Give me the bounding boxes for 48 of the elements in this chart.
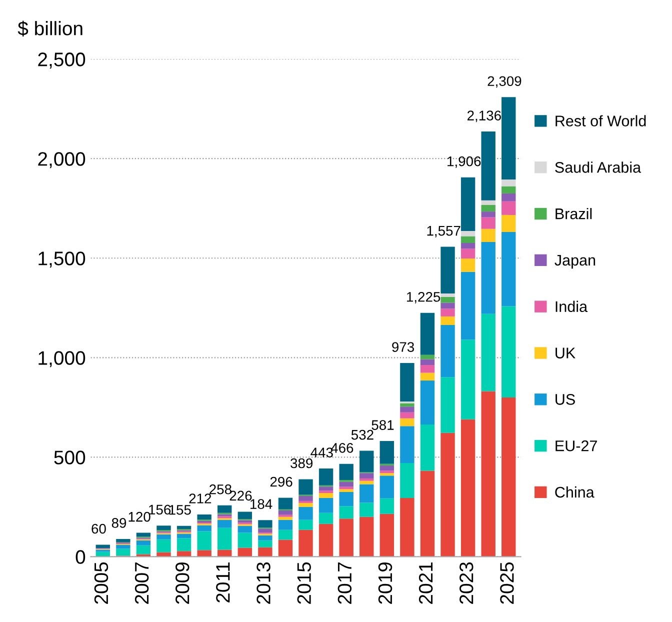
total-label: 532 <box>351 430 374 440</box>
legend-label: EU-27 <box>556 440 597 452</box>
total-label: 466 <box>330 443 354 453</box>
legend-label: UK <box>556 348 576 358</box>
x-tick-label: 2019 <box>378 562 392 604</box>
total-label: 60 <box>92 524 106 534</box>
x-tick-label: 2017 <box>338 562 352 604</box>
total-label: 184 <box>250 499 272 509</box>
x-tick-label: 2007 <box>134 562 149 604</box>
y-tick-label: 500 <box>54 450 86 464</box>
y-tick-label: 1,500 <box>38 252 86 268</box>
total-label: 1,225 <box>406 292 440 304</box>
x-tick-label: 2011 <box>216 562 230 602</box>
total-label: 120 <box>128 512 150 522</box>
legend-label: Japan <box>554 254 596 269</box>
total-label: 1,906 <box>448 156 481 168</box>
legend-label: US <box>556 394 575 405</box>
y-tick-label: 0 <box>76 550 86 564</box>
total-label: 2,136 <box>467 110 501 122</box>
total-label: 1,557 <box>427 226 460 238</box>
total-label: 258 <box>210 484 232 494</box>
legend-label: China <box>555 486 594 498</box>
total-label: 581 <box>372 420 394 430</box>
y-tick-label: 2,000 <box>38 152 86 168</box>
total-label: 155 <box>169 505 191 515</box>
x-tick-label: 2015 <box>297 562 311 604</box>
total-label: 296 <box>270 476 292 487</box>
legend-label: Brazil <box>556 208 592 220</box>
y-axis-title: $ billion <box>18 20 82 36</box>
total-label: 226 <box>230 490 252 501</box>
total-label: 2,309 <box>488 76 522 88</box>
total-label: 973 <box>392 342 414 352</box>
x-tick-label: 2021 <box>418 562 433 604</box>
x-tick-label: 2005 <box>94 562 108 604</box>
total-label: 389 <box>290 458 313 468</box>
x-tick-label: 2023 <box>460 562 474 604</box>
legend-label: Saudi Arabia <box>555 162 642 173</box>
total-label: 89 <box>112 518 126 528</box>
x-tick-label: 2013 <box>256 562 270 604</box>
total-label: 156 <box>149 504 171 515</box>
y-tick-label: 2,500 <box>38 52 86 69</box>
y-tick-label: 1,000 <box>38 351 86 368</box>
legend-label: Rest of World <box>556 115 646 126</box>
x-tick-label: 2009 <box>175 562 190 604</box>
total-label: 443 <box>310 448 333 458</box>
legend-label: India <box>556 300 588 312</box>
x-tick-label: 2025 <box>500 562 514 604</box>
total-label: 212 <box>189 494 212 504</box>
